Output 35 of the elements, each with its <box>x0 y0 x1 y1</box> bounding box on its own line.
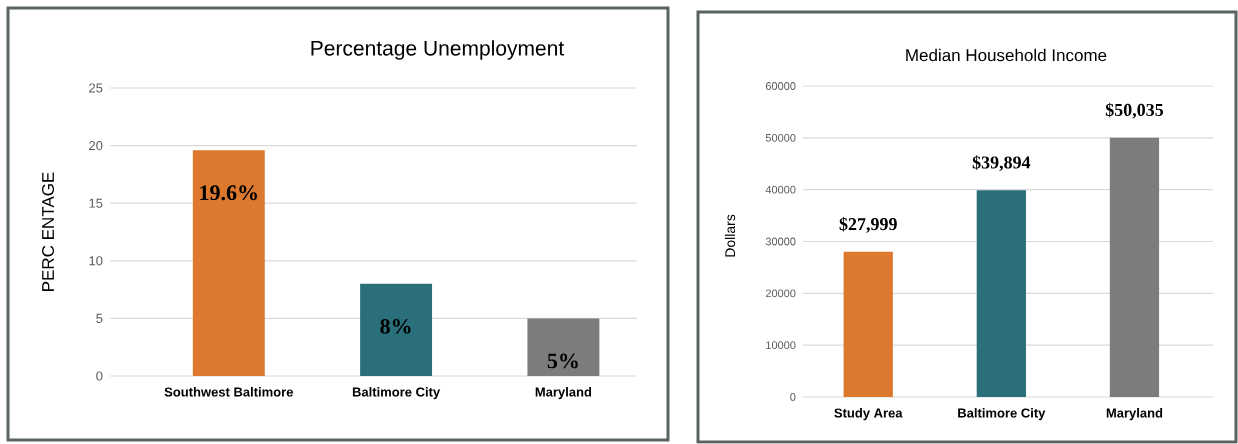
data-label: 8% <box>380 318 411 334</box>
y-tick-label: 30000 <box>765 237 796 246</box>
y-tick-label: 50000 <box>765 133 796 142</box>
chart-title: Median Household Income <box>906 48 1107 62</box>
x-tick-label: Southwest Baltimore <box>164 387 293 397</box>
x-tick-label: Maryland <box>535 387 592 400</box>
x-tick-label: Maryland <box>1106 408 1163 421</box>
y-tick-label: 10 <box>89 256 103 266</box>
data-label: 19.6% <box>200 185 257 201</box>
y-tick-label: 0 <box>96 371 103 381</box>
y-tick-label: 5 <box>96 313 103 323</box>
y-tick-label: 20000 <box>765 289 796 298</box>
bar <box>843 251 893 397</box>
y-tick-label: 40000 <box>765 185 796 194</box>
data-label: $27,999 <box>839 216 897 233</box>
bar <box>1109 137 1160 397</box>
bar <box>527 318 600 376</box>
y-tick-label: 10000 <box>766 341 796 350</box>
bar <box>976 190 1026 397</box>
chart-title: Percentage Unemployment <box>311 40 565 60</box>
x-tick-label: Baltimore City <box>958 408 1046 421</box>
bar <box>360 283 433 376</box>
x-tick-label: Study Area <box>834 408 903 421</box>
y-tick-label: 20 <box>89 141 103 151</box>
y-tick-label: 60000 <box>765 82 796 90</box>
x-tick-label: Baltimore City <box>352 387 441 400</box>
y-tick-label: 25 <box>89 83 103 93</box>
y-tick-label: 0 <box>790 393 796 401</box>
data-label: 5% <box>547 353 578 369</box>
data-label: $50,035 <box>1105 102 1164 119</box>
y-axis-title: Dollars <box>724 214 736 257</box>
bar <box>192 150 265 376</box>
y-axis-title: PERC ENTAGE <box>42 172 55 291</box>
data-label: $39,894 <box>972 155 1031 172</box>
y-tick-label: 15 <box>89 198 103 208</box>
